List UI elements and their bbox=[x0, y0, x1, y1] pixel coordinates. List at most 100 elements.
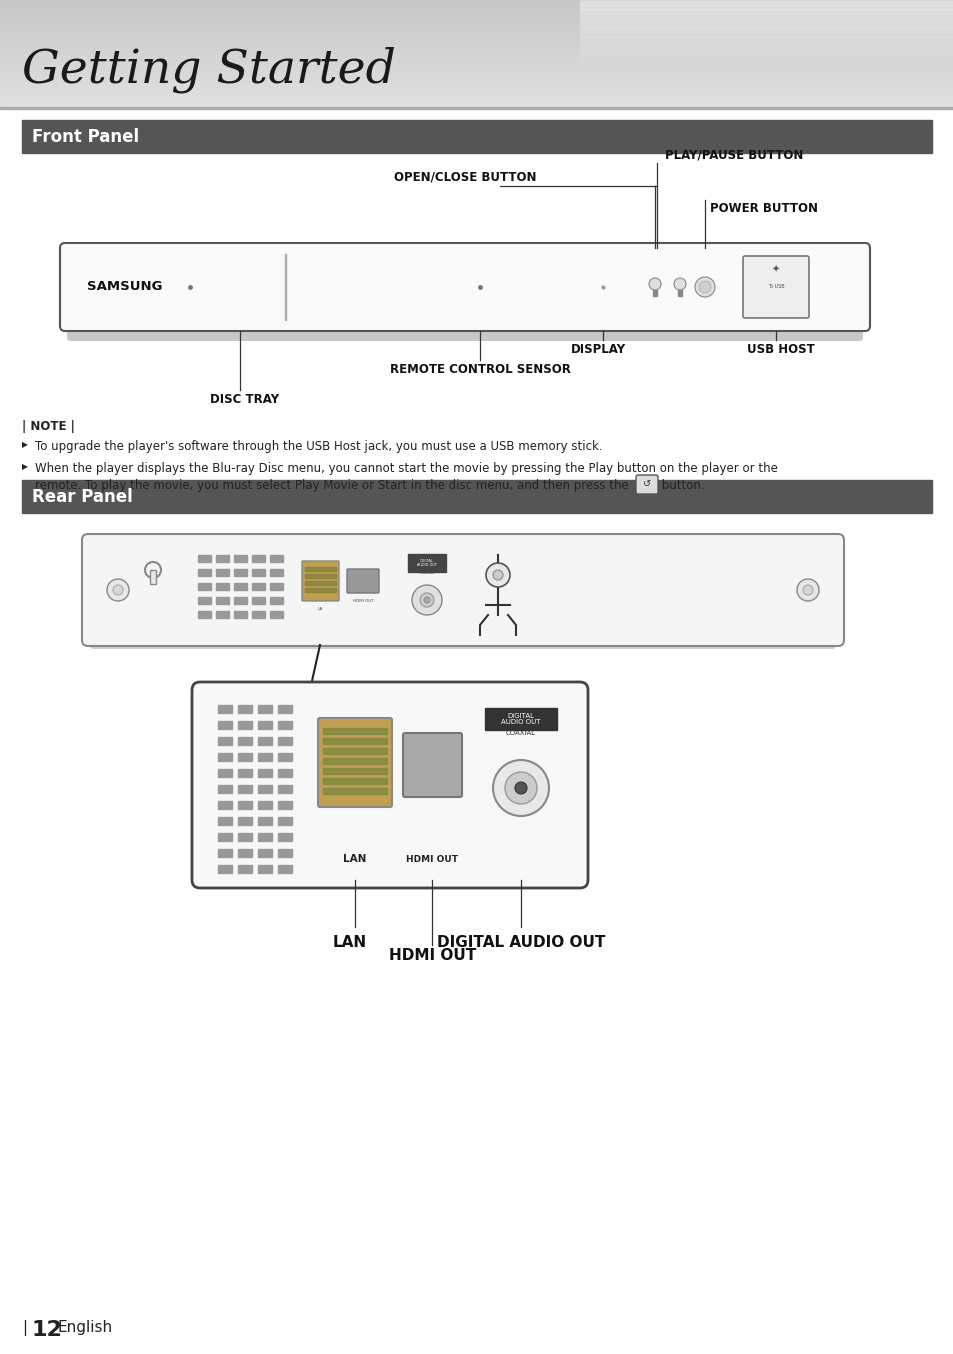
Bar bbox=[323, 747, 387, 754]
Bar bbox=[0, 18, 953, 19]
Text: ▶: ▶ bbox=[22, 462, 28, 471]
Bar bbox=[579, 69, 953, 70]
Circle shape bbox=[802, 585, 812, 594]
Text: 12: 12 bbox=[32, 1320, 63, 1340]
Circle shape bbox=[504, 772, 537, 804]
Text: USB HOST: USB HOST bbox=[746, 343, 814, 356]
Bar bbox=[277, 769, 292, 777]
Text: PLAY/PAUSE BUTTON: PLAY/PAUSE BUTTON bbox=[664, 148, 802, 161]
Circle shape bbox=[485, 563, 510, 588]
Bar bbox=[305, 581, 335, 585]
Bar bbox=[237, 785, 252, 793]
Text: Rear Panel: Rear Panel bbox=[32, 487, 132, 505]
Bar bbox=[579, 99, 953, 100]
Bar bbox=[579, 11, 953, 12]
Bar bbox=[0, 66, 953, 68]
Bar bbox=[0, 80, 953, 81]
Bar bbox=[579, 103, 953, 104]
Bar bbox=[252, 597, 265, 604]
Bar bbox=[252, 611, 265, 617]
Bar bbox=[237, 849, 252, 857]
Bar bbox=[237, 737, 252, 745]
Bar bbox=[323, 768, 387, 774]
Bar bbox=[285, 255, 286, 320]
Bar bbox=[0, 72, 953, 73]
Bar bbox=[0, 41, 953, 42]
Text: | NOTE |: | NOTE | bbox=[22, 420, 74, 433]
Text: ▶: ▶ bbox=[22, 440, 28, 450]
Bar bbox=[198, 569, 211, 575]
Bar bbox=[0, 27, 953, 28]
Circle shape bbox=[493, 570, 502, 580]
Bar bbox=[0, 61, 953, 62]
Bar bbox=[0, 64, 953, 65]
Bar bbox=[0, 69, 953, 70]
Circle shape bbox=[699, 282, 710, 292]
Bar bbox=[233, 584, 247, 590]
Text: DISC TRAY: DISC TRAY bbox=[211, 393, 279, 406]
Bar bbox=[0, 32, 953, 34]
Bar bbox=[0, 43, 953, 45]
Bar bbox=[579, 38, 953, 39]
Bar bbox=[579, 35, 953, 37]
Bar bbox=[0, 53, 953, 54]
Bar bbox=[579, 56, 953, 57]
Bar bbox=[270, 597, 283, 604]
Bar bbox=[579, 102, 953, 103]
Bar bbox=[0, 30, 953, 31]
Bar bbox=[0, 12, 953, 14]
Bar bbox=[0, 79, 953, 80]
Bar bbox=[579, 19, 953, 20]
Bar bbox=[579, 72, 953, 73]
Bar bbox=[579, 89, 953, 91]
Bar bbox=[579, 4, 953, 5]
Bar bbox=[0, 95, 953, 96]
Bar bbox=[233, 611, 247, 617]
Bar bbox=[579, 49, 953, 50]
Bar bbox=[0, 107, 953, 110]
Bar bbox=[257, 865, 272, 873]
Bar bbox=[215, 584, 229, 590]
FancyBboxPatch shape bbox=[742, 256, 808, 318]
Bar bbox=[237, 802, 252, 808]
Bar bbox=[277, 720, 292, 728]
Text: COAXIAL: COAXIAL bbox=[419, 571, 435, 575]
Bar bbox=[270, 555, 283, 562]
Bar bbox=[218, 785, 232, 793]
Bar bbox=[22, 481, 931, 513]
Bar bbox=[0, 11, 953, 12]
Bar bbox=[579, 77, 953, 79]
Text: HDMI OUT: HDMI OUT bbox=[353, 598, 373, 603]
Bar bbox=[579, 70, 953, 72]
Text: Getting Started: Getting Started bbox=[22, 46, 395, 93]
Bar bbox=[257, 816, 272, 825]
Bar bbox=[0, 31, 953, 32]
Bar bbox=[0, 49, 953, 50]
Bar bbox=[0, 1, 953, 3]
Bar bbox=[579, 31, 953, 32]
Bar bbox=[218, 769, 232, 777]
Bar bbox=[218, 816, 232, 825]
Bar bbox=[257, 769, 272, 777]
Bar bbox=[305, 567, 335, 571]
Bar bbox=[579, 61, 953, 62]
Bar bbox=[0, 60, 953, 61]
Bar bbox=[0, 28, 953, 30]
Text: ✦: ✦ bbox=[771, 265, 780, 275]
Bar bbox=[0, 81, 953, 83]
Bar bbox=[305, 588, 335, 592]
Bar bbox=[277, 865, 292, 873]
FancyBboxPatch shape bbox=[636, 475, 658, 494]
Bar bbox=[0, 92, 953, 93]
Bar bbox=[579, 84, 953, 85]
Bar bbox=[579, 73, 953, 74]
Bar bbox=[233, 597, 247, 604]
Bar bbox=[579, 58, 953, 60]
Bar bbox=[579, 74, 953, 76]
Bar bbox=[0, 104, 953, 106]
Bar bbox=[218, 705, 232, 714]
Text: LA: LA bbox=[317, 607, 322, 611]
Bar bbox=[579, 88, 953, 89]
Bar bbox=[579, 15, 953, 16]
Bar bbox=[218, 849, 232, 857]
